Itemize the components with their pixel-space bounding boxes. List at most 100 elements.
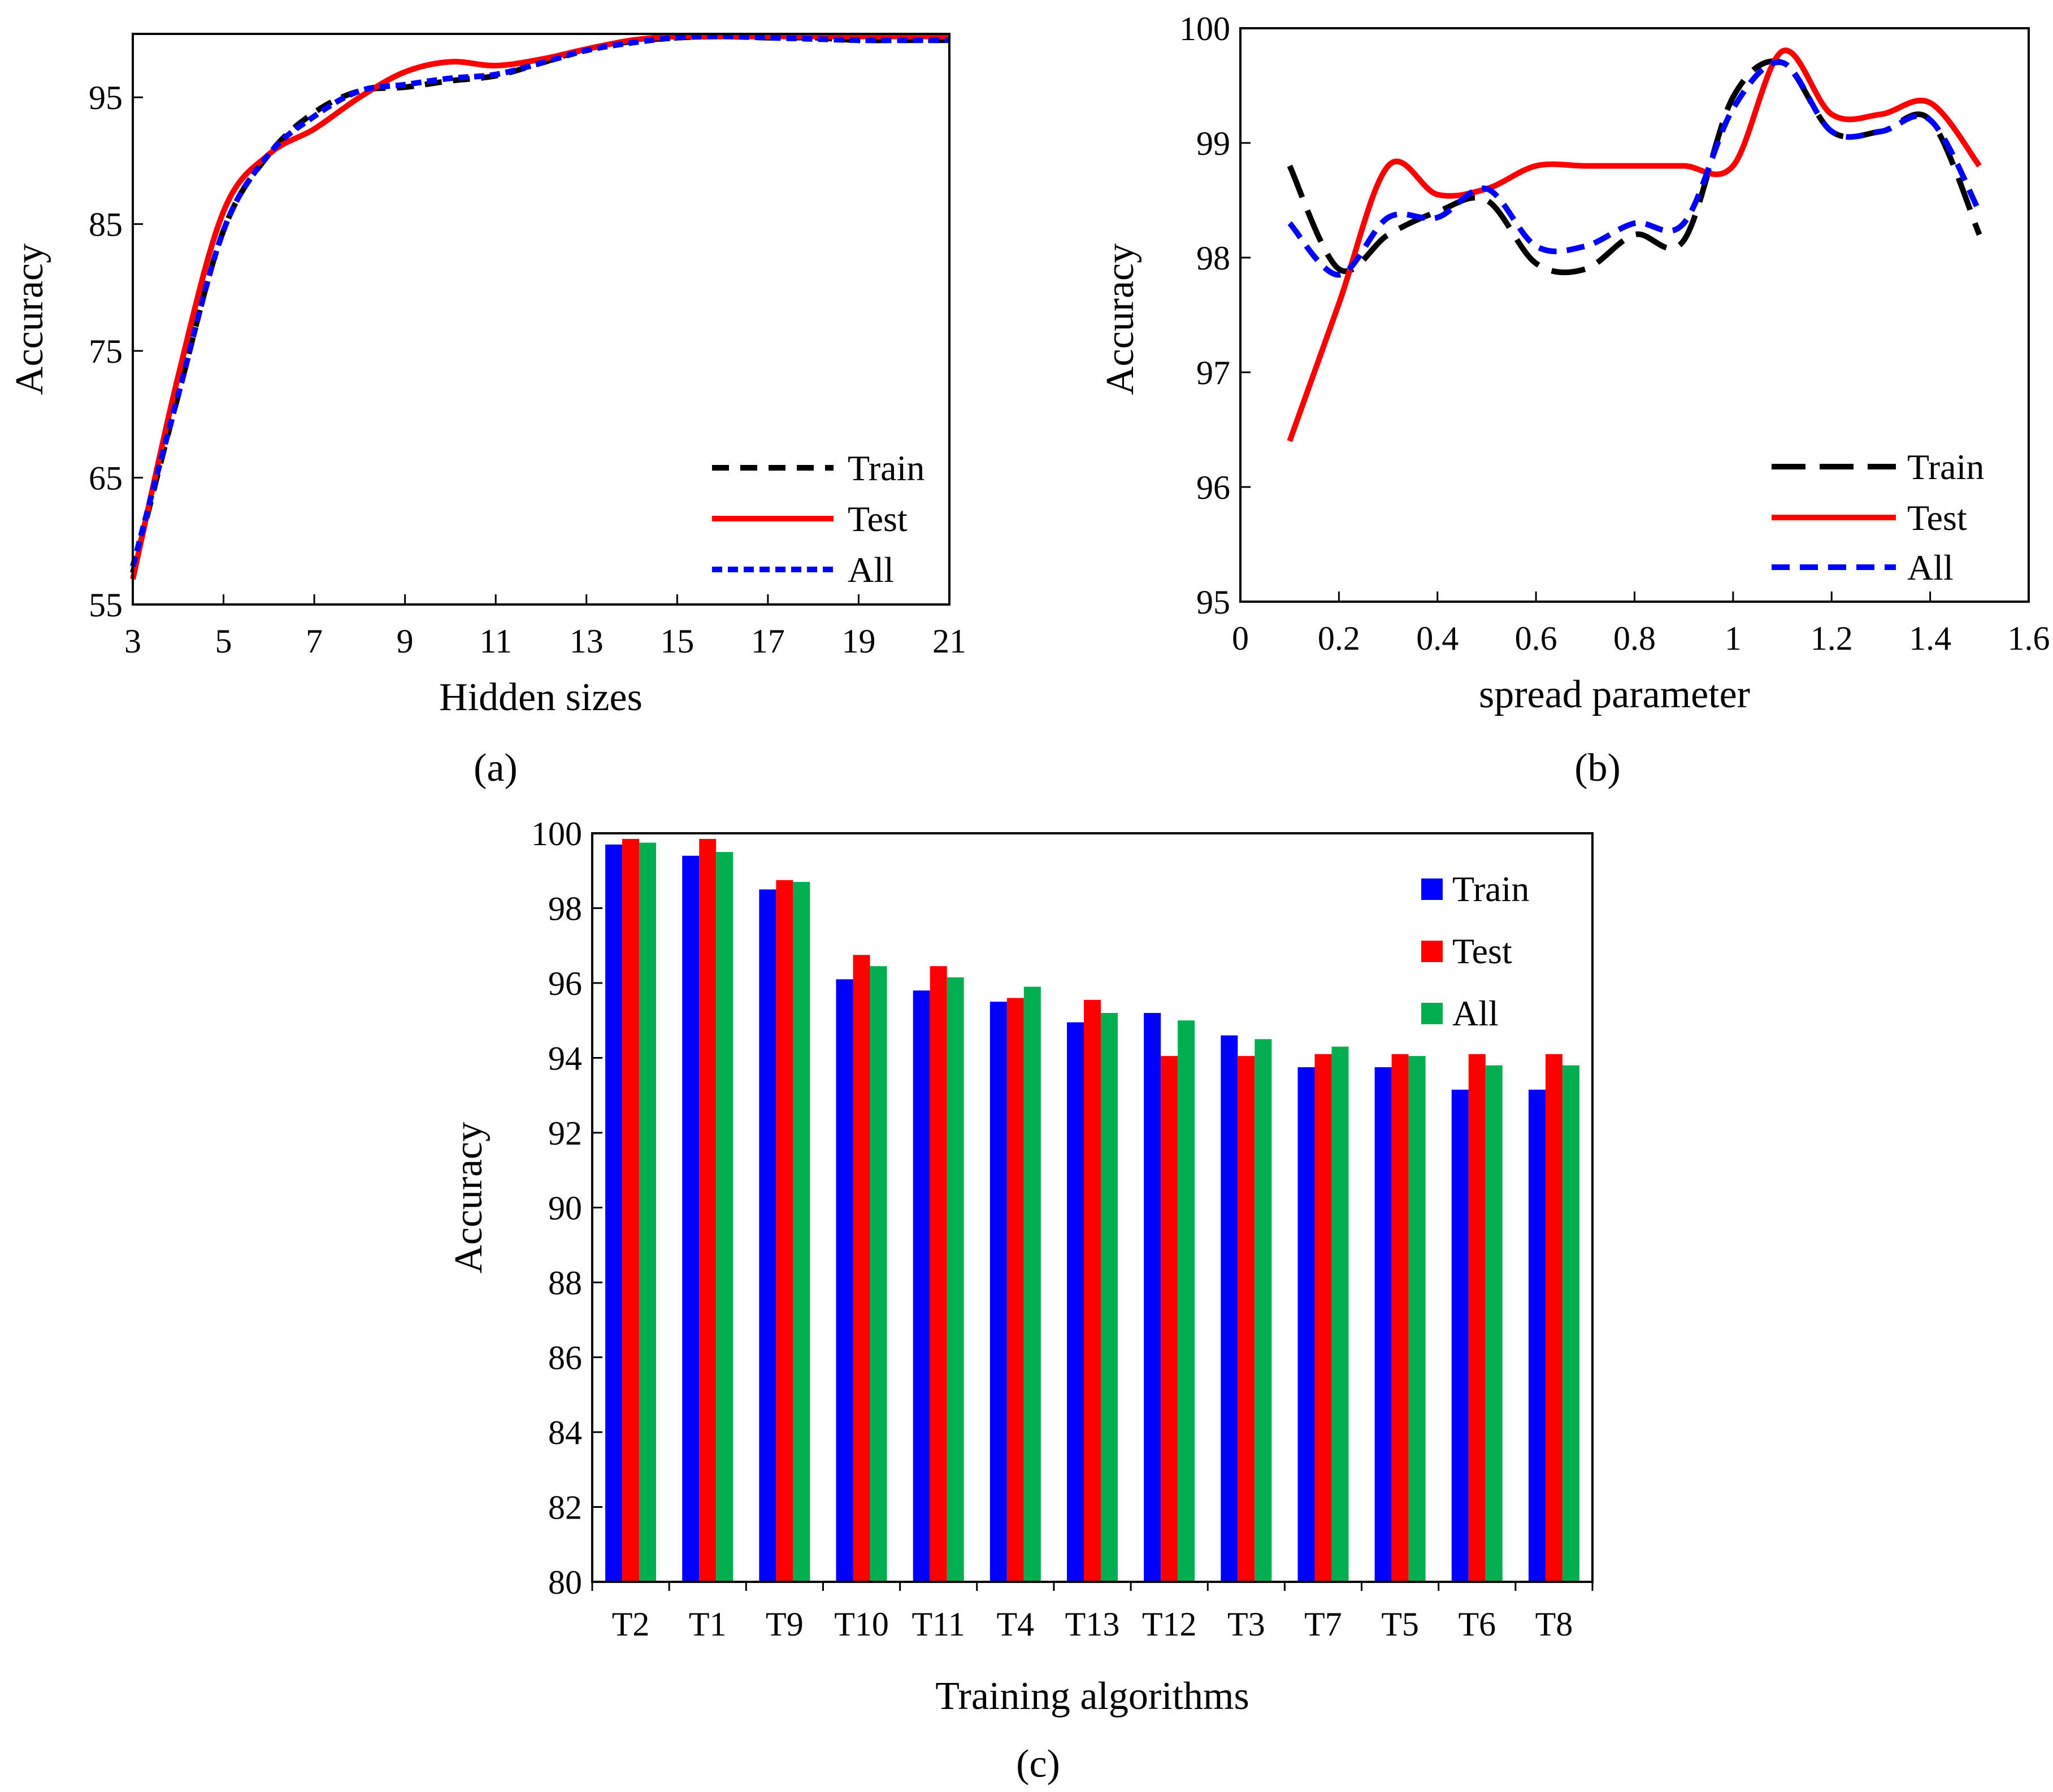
panel-a-x-axis-label: Hidden sizes <box>439 676 643 719</box>
panel-c-plot-marks: 80 82 84 86 88 90 92 94 96 98 100 T2 T1 T9 T10 T11 T4 T13… <box>531 815 1594 1643</box>
panel-b-y-tick-label: 95 <box>1196 584 1230 621</box>
panel-c-bar-t4-train <box>989 1002 1007 1582</box>
panel-b-plot-frame <box>1239 27 2030 603</box>
panel-b-y-tick-label: 97 <box>1196 354 1230 392</box>
panel-b-y-tick-label: 100 <box>1179 10 1230 47</box>
panel-a-x-tick-label: 21 <box>932 623 966 660</box>
panel-c-x-axis-label: Training algorithms <box>935 1674 1249 1718</box>
panel-a-x-tick-label: 9 <box>397 623 414 660</box>
panel-b-y-tick-label: 96 <box>1196 469 1230 506</box>
panel-c-bar-t3-all <box>1255 1039 1272 1582</box>
panel-c-bar-t1-all <box>716 852 733 1582</box>
panel-c-bar-t3-train <box>1221 1035 1238 1582</box>
panel-c-bar-t11-train <box>913 990 930 1582</box>
panel-c-bar-t8-test <box>1545 1054 1562 1582</box>
panel-b-caption: (b) <box>1574 746 1621 790</box>
panel-c-x-tick-label: T2 <box>612 1606 650 1643</box>
panel-c-bar-t6-all <box>1485 1065 1503 1582</box>
panel-c-x-tick-label: T12 <box>1142 1606 1197 1643</box>
panel-c-bar-t11-all <box>947 977 964 1582</box>
panel-c-x-tick-label: T13 <box>1065 1606 1120 1643</box>
panel-a-x-tick-label: 19 <box>841 623 875 660</box>
panel-a-x-tick-label: 11 <box>479 623 512 660</box>
panel-c-bar-t12-all <box>1178 1020 1195 1582</box>
panel-b-x-tick-label: 1.4 <box>1909 620 1951 657</box>
panel-c-y-axis-label: Accuracy <box>447 1122 491 1273</box>
panel-c-legend-label-test: Test <box>1452 931 1512 971</box>
panel-b-x-tick-label: 1.6 <box>2008 620 2050 657</box>
panel-c-x-tick-label: T4 <box>997 1606 1035 1643</box>
panel-b-x-tick-label: 1 <box>1725 620 1742 657</box>
panel-c-y-tick-label: 98 <box>548 890 582 928</box>
panel-a-x-tick-label: 3 <box>124 623 141 660</box>
panel-a-caption: (a) <box>474 746 518 790</box>
panel-c-bar-t10-test <box>853 955 870 1582</box>
panel-a-y-tick-label: 75 <box>89 333 123 370</box>
panel-c-bar-t2-train <box>605 844 623 1582</box>
panel-c-x-tick-label: T5 <box>1381 1606 1419 1643</box>
panel-b-legend-label-train: Train <box>1907 447 1984 487</box>
panel-b-series-all-line <box>1287 59 1982 278</box>
panel-a-y-tick-label: 95 <box>89 79 123 116</box>
panel-c-bar-t1-test <box>699 838 717 1582</box>
panel-c-bar-t10-all <box>870 966 887 1582</box>
panel-b-y-tick-label: 99 <box>1196 125 1230 162</box>
panel-a-legend: Train Test All <box>712 448 924 590</box>
panel-a-legend-label-test: Test <box>848 499 908 539</box>
panel-b-legend-label-all: All <box>1907 547 1954 588</box>
panel-c-y-tick-label: 86 <box>548 1339 582 1377</box>
panel-c-x-tick-label: T3 <box>1227 1606 1265 1643</box>
panel-c-bar-t4-test <box>1006 998 1024 1582</box>
panel-a-plot-frame <box>132 33 950 606</box>
panel-c-bar-t4-all <box>1023 986 1041 1582</box>
panel-c-x-tick-label: T10 <box>834 1606 889 1643</box>
panel-c-bar-t13-test <box>1084 999 1101 1582</box>
panel-c-bar-t10-train <box>836 979 853 1582</box>
panel-c-y-tick-label: 92 <box>548 1115 582 1152</box>
panel-c-bar-t7-all <box>1331 1046 1349 1582</box>
panel-b-y-axis-label: Accuracy <box>1099 243 1142 395</box>
panel-a-x-tick-label: 17 <box>751 623 785 660</box>
panel-c-x-tick-label: T8 <box>1535 1606 1573 1643</box>
panel-c-y-tick-label: 82 <box>548 1489 582 1526</box>
panel-b-x-tick-label: 0.6 <box>1515 620 1557 657</box>
panel-c-legend-swatch-test <box>1421 941 1443 962</box>
panel-c-bar-t13-all <box>1101 1013 1118 1582</box>
panel-c-y-tick-label: 88 <box>548 1264 582 1302</box>
panel-b-x-tick-label: 0.2 <box>1318 620 1360 657</box>
panel-c-bar-t6-test <box>1468 1054 1486 1582</box>
panel-b-x-axis-label: spread parameter <box>1479 673 1750 716</box>
panel-c-bar-t12-train <box>1144 1013 1161 1582</box>
panel-c-bar-t7-train <box>1297 1067 1315 1582</box>
panel-c-y-tick-label: 100 <box>531 815 582 852</box>
panel-b-spread-parameter-chart: 95 96 97 98 99 100 0 0.2 0.4 0.6 0.8 1 1.2 1.4 1.6 spr… <box>1099 10 2050 790</box>
panel-c-y-tick-label: 80 <box>548 1564 582 1601</box>
panel-c-bar-t11-test <box>930 966 947 1582</box>
panel-c-bar-t5-test <box>1391 1054 1409 1582</box>
panel-b-series-test-line <box>1287 47 1982 442</box>
panel-b-x-tick-label: 0 <box>1232 620 1249 657</box>
panel-c-bar-t6-train <box>1451 1089 1469 1582</box>
panel-c-bar-t5-all <box>1408 1056 1426 1582</box>
panel-b-x-tick-label: 0.8 <box>1613 620 1656 657</box>
panel-c-bar-t2-all <box>639 842 657 1582</box>
panel-c-training-algorithms-chart: 80 82 84 86 88 90 92 94 96 98 100 T2 T1 T9 T10 T11 T4 T13… <box>447 815 1594 1786</box>
panel-a-y-tick-label: 55 <box>89 586 123 624</box>
panel-a-legend-label-train: Train <box>848 448 924 488</box>
panel-c-bar-t9-test <box>776 880 793 1582</box>
panel-c-bar-t7-test <box>1314 1054 1332 1582</box>
panel-b-plot-marks: 95 96 97 98 99 100 0 0.2 0.4 0.6 0.8 1 1.2 1.4 1.6 <box>1179 10 2050 657</box>
panel-c-y-tick-label: 96 <box>548 965 582 1002</box>
panel-b-legend-label-test: Test <box>1907 498 1967 538</box>
panel-c-caption: (c) <box>1016 1742 1060 1786</box>
panel-c-bar-t13-train <box>1067 1022 1084 1582</box>
panel-b-y-tick-label: 98 <box>1196 240 1230 277</box>
panel-c-bar-t8-train <box>1528 1089 1546 1582</box>
panel-c-legend: Train Test All <box>1421 869 1529 1033</box>
panel-c-x-tick-label: T9 <box>766 1606 804 1643</box>
panel-c-y-tick-label: 90 <box>548 1190 582 1227</box>
panel-c-x-tick-label: T7 <box>1304 1606 1342 1643</box>
panel-c-bar-t9-all <box>793 882 810 1582</box>
panel-a-x-tick-label: 13 <box>570 623 604 660</box>
